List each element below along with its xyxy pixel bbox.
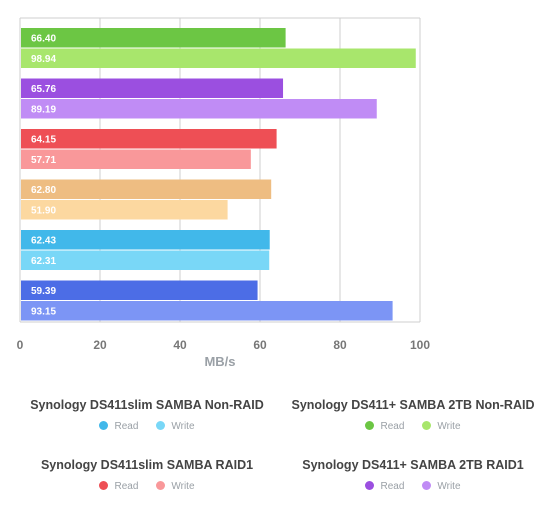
legend-item-read[interactable]: Read — [99, 481, 138, 492]
bar-group: 66.40 98.94 — [21, 28, 416, 68]
x-axis-label: MB/s — [204, 354, 235, 369]
legend-swatch-icon — [365, 481, 375, 490]
legend-item-write[interactable]: Write — [156, 481, 195, 492]
legend-label: Read — [114, 421, 139, 432]
legend-group: Synology DS411slim SAMBA Non-RAID Read Wri… — [12, 398, 282, 432]
legend-swatch-icon — [365, 421, 375, 430]
legend-items: Read Write — [278, 421, 548, 432]
write-bar-value-label: 89.19 — [31, 104, 56, 115]
write-bar — [21, 99, 377, 119]
read-bar — [21, 230, 270, 250]
read-bar — [21, 28, 286, 48]
legend-items: Read Write — [12, 481, 282, 492]
read-bar — [21, 129, 277, 149]
bar-group: 65.76 89.19 — [21, 78, 377, 119]
x-tick-label: 80 — [333, 338, 347, 352]
x-tick-label: 60 — [253, 338, 267, 352]
gridlines — [19, 17, 421, 323]
write-bar-value-label: 51.90 — [31, 205, 56, 216]
read-bar-value-label: 62.80 — [31, 185, 56, 196]
legend-item-write[interactable]: Write — [422, 421, 461, 432]
legend-title: Synology DS411slim SAMBA Non-RAID — [30, 398, 264, 412]
bar-chart: 66.40 98.94 65.76 89.19 64.15 57.71 62.80 51.90… — [17, 17, 431, 369]
read-bar-value-label: 59.39 — [31, 286, 56, 297]
write-bar — [21, 48, 416, 68]
write-bar — [21, 301, 393, 321]
legend-group: Synology DS411+ SAMBA 2TB RAID1 Read Write — [278, 458, 548, 492]
bar-group: 62.80 51.90 — [21, 179, 272, 220]
legend-group: Synology DS411+ SAMBA 2TB Non-RAID Read Wr… — [278, 398, 548, 432]
read-bar — [21, 280, 258, 300]
read-bar — [21, 78, 284, 98]
legend-title: Synology DS411+ SAMBA 2TB RAID1 — [302, 458, 524, 472]
legend-title: Synology DS411slim SAMBA RAID1 — [40, 458, 254, 472]
legend-label: Write — [171, 481, 195, 492]
write-bar — [21, 149, 251, 169]
legend-label: Read — [114, 481, 139, 492]
write-bar — [21, 200, 228, 220]
write-bar-value-label: 57.71 — [31, 155, 56, 166]
read-bar-value-label: 65.76 — [31, 84, 56, 95]
legend-swatch-icon — [156, 481, 166, 490]
legend-item-read[interactable]: Read — [365, 481, 404, 492]
bar-group: 64.15 57.71 — [21, 129, 277, 169]
legend-item-read[interactable]: Read — [99, 421, 138, 432]
write-bar — [21, 250, 270, 270]
legend-item-write[interactable]: Write — [422, 481, 461, 492]
legend-swatch-icon — [422, 421, 432, 430]
legend-swatch-icon — [99, 481, 109, 490]
legend-label: Write — [171, 421, 195, 432]
write-bar-value-label: 93.15 — [31, 306, 56, 317]
legend-label: Read — [380, 421, 405, 432]
read-bar-value-label: 66.40 — [31, 33, 56, 44]
legend-label: Read — [380, 481, 405, 492]
bar-group: 62.43 62.31 — [21, 230, 270, 270]
legend-group: Synology DS411slim SAMBA RAID1 Read Write — [12, 458, 282, 492]
legend-title: Synology DS411+ SAMBA 2TB Non-RAID — [291, 398, 535, 412]
legend-items: Read Write — [12, 421, 282, 432]
x-tick-label: 100 — [410, 338, 430, 352]
legend-item-write[interactable]: Write — [156, 421, 195, 432]
x-tick-label: 40 — [173, 338, 187, 352]
bar-group: 59.39 93.15 — [21, 280, 393, 321]
legend-label: Write — [437, 481, 461, 492]
legend-items: Read Write — [278, 481, 548, 492]
bars: 66.40 98.94 65.76 89.19 64.15 57.71 62.80 51.90… — [21, 28, 416, 321]
x-tick-labels: 0 20 40 60 80 100 — [17, 338, 431, 352]
legend-swatch-icon — [156, 421, 166, 430]
write-bar-value-label: 62.31 — [31, 256, 56, 267]
x-tick-label: 20 — [93, 338, 107, 352]
legend-swatch-icon — [422, 481, 432, 490]
read-bar — [21, 179, 272, 199]
legend-item-read[interactable]: Read — [365, 421, 404, 432]
read-bar-value-label: 62.43 — [31, 235, 56, 246]
legend-label: Write — [437, 421, 461, 432]
legend-swatch-icon — [99, 421, 109, 430]
read-bar-value-label: 64.15 — [31, 134, 56, 145]
x-tick-label: 0 — [17, 338, 24, 352]
write-bar-value-label: 98.94 — [31, 54, 56, 65]
